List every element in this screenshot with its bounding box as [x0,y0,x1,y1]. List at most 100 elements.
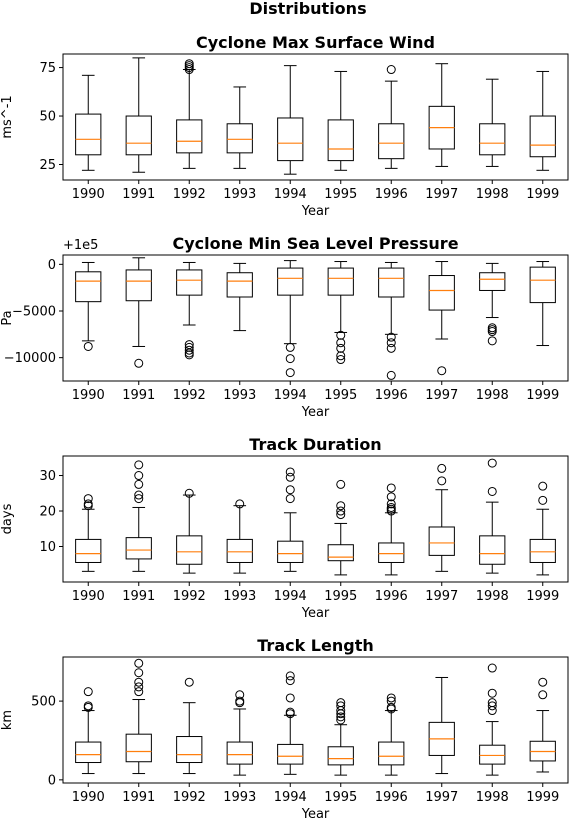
iqr-box [226,538,253,563]
x-tick-label: 1990 [72,187,105,202]
iqr-box [125,115,152,156]
x-tick-label: 1990 [72,388,105,403]
figure-title: Distributions [249,0,366,18]
axes-frame [62,455,569,583]
y-axis-label: Pa [0,310,15,325]
y-tick-label: −10000 [4,351,56,366]
y-tick-label: 25 [39,158,56,173]
outlier-point [487,688,497,698]
outlier-point [336,355,346,365]
box-1993 [226,690,253,776]
iqr-box [378,123,405,160]
outlier-point [134,490,144,500]
box-1997 [428,463,455,572]
y-tick-label: −5000 [12,305,56,320]
outlier-point [83,499,93,509]
y-tick-label: 10 [39,540,56,555]
iqr-box [529,115,556,158]
y-axis-label: ms^-1 [0,95,15,138]
outlier-point [134,658,144,668]
iqr-box [226,272,253,298]
outlier-point [83,701,93,711]
iqr-box [125,269,152,302]
outlier-point [184,488,194,498]
outlier-point [538,690,548,700]
box-1999 [529,481,556,576]
iqr-box [277,267,304,296]
panel-title: Track Length [257,636,373,655]
box-1991 [125,460,152,572]
box-1997 [428,261,455,376]
outlier-point [538,495,548,505]
box-1999 [529,261,556,347]
outlier-point [285,485,295,495]
outlier-point [336,506,346,516]
box-1990 [75,494,102,572]
box-1990 [75,261,102,351]
iqr-box [277,743,304,765]
outlier-point [134,471,144,481]
iqr-box [75,741,102,764]
iqr-box [176,736,203,764]
x-tick-label: 1991 [122,388,155,403]
box-1997 [428,676,455,775]
x-tick-label: 1994 [274,790,307,805]
box-1994 [277,671,304,775]
box-1992 [176,59,203,169]
outlier-point [487,701,497,711]
outlier-point [386,370,396,380]
iqr-box [75,271,102,303]
outlier-point [336,712,346,722]
outlier-point [235,690,245,700]
box-1996 [378,65,405,169]
box-1991 [125,57,152,173]
y-axis-label: km [0,710,15,730]
box-1991 [125,658,152,775]
iqr-box [479,744,506,765]
x-tick-label: 1998 [476,589,509,604]
box-1995 [327,698,354,776]
iqr-box [327,119,354,162]
panel-3 [59,455,569,586]
x-tick-label: 1995 [324,187,357,202]
outlier-point [184,350,194,360]
outlier-point [83,687,93,697]
x-tick-label: 1997 [425,790,458,805]
iqr-box [479,272,506,291]
x-tick-label: 1994 [274,187,307,202]
outlier-point [184,59,194,69]
x-tick-label: 1999 [526,790,559,805]
x-tick-label: 1995 [324,790,357,805]
box-1998 [479,458,506,574]
outlier-point [487,706,497,716]
outlier-point [285,342,295,352]
box-1998 [479,78,506,167]
box-1995 [327,261,354,365]
box-1996 [378,693,405,776]
outlier-point [336,479,346,489]
axes-frame [62,656,569,784]
outlier-point [134,460,144,470]
panel-title: Cyclone Min Sea Level Pressure [172,234,458,253]
iqr-box [176,535,203,565]
y-tick-label: 30 [39,469,56,484]
outlier-point [285,467,295,477]
x-tick-label: 1993 [223,790,256,805]
outlier-point [336,510,346,520]
iqr-box [125,537,152,560]
x-tick-label: 1990 [72,589,105,604]
outlier-point [134,677,144,687]
outlier-point [336,343,346,353]
outlier-point [336,698,346,708]
iqr-box [75,113,102,156]
outlier-point [83,494,93,504]
box-1992 [176,488,203,574]
box-1994 [277,65,304,175]
outlier-point [285,472,295,482]
box-1999 [529,677,556,773]
x-axis-label: Year [301,807,330,822]
x-axis-label: Year [301,405,330,420]
outlier-point [538,481,548,491]
box-1993 [226,262,253,332]
outlier-point [386,332,396,342]
